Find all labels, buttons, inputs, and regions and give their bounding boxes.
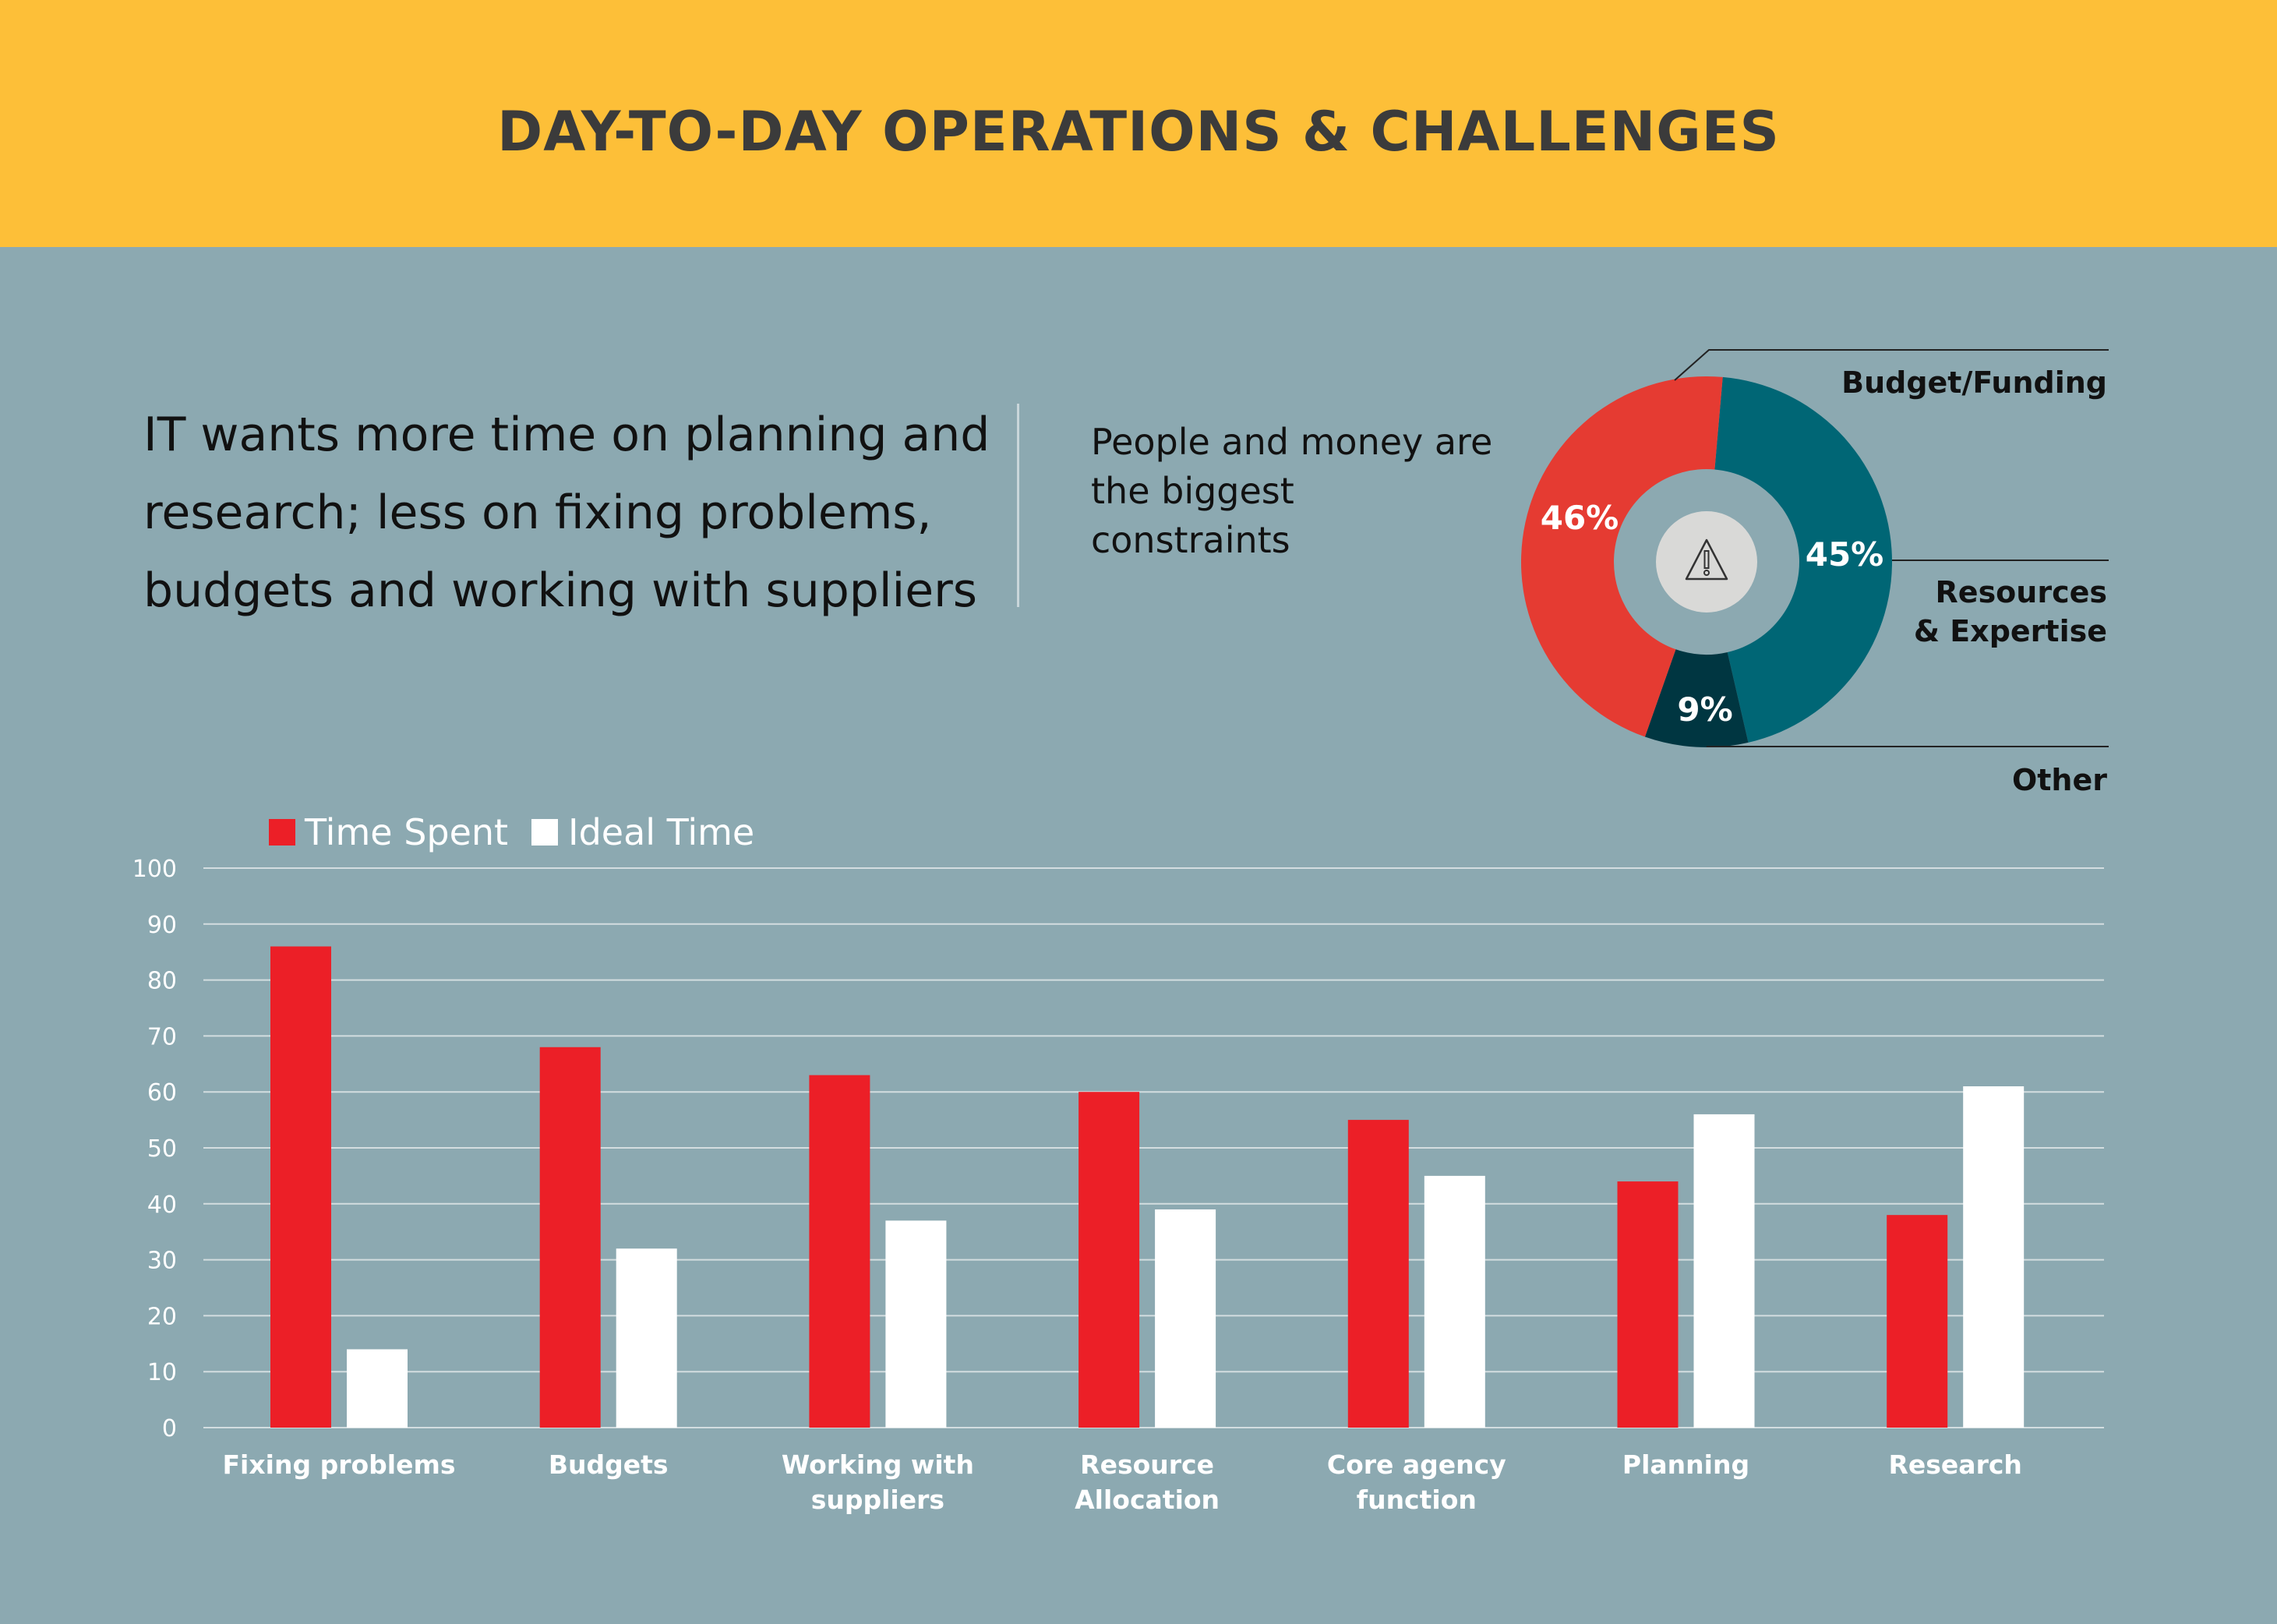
bar-ideal-time <box>1693 1114 1755 1428</box>
bar-time-spent <box>809 1075 870 1428</box>
x-category-label: Core agency <box>1327 1449 1506 1480</box>
bar-ideal-time <box>885 1220 947 1428</box>
y-tick-label: 50 <box>147 1135 177 1163</box>
leader-line-budget <box>1674 349 2109 381</box>
label-other: Other <box>2012 763 2107 797</box>
donut-caption: People and money are the biggest constra… <box>1091 421 1493 561</box>
legend-label-ideal-time: Ideal Time <box>568 811 754 853</box>
bar-chart: 0 10 20 30 40 50 60 70 80 90 100 Fixing problems Bud… <box>132 856 2104 1515</box>
y-tick-label: 10 <box>147 1359 177 1386</box>
page-title: DAY-TO-DAY OPERATIONS & CHALLENGES <box>497 100 1780 164</box>
donut-chart: 45% 9% 46% <box>1520 376 1893 748</box>
legend-swatch-time-spent <box>269 819 295 846</box>
x-category-label: Budgets <box>549 1449 669 1480</box>
label-resources: Resources <box>1936 575 2107 609</box>
donut-label-budget-funding: 46% <box>1541 499 1619 537</box>
x-category-label: suppliers <box>811 1485 944 1515</box>
bar-time-spent <box>1617 1181 1679 1428</box>
bar-time-spent <box>1078 1092 1140 1428</box>
label-budget-funding: Budget/Funding <box>1841 365 2107 400</box>
bar-ideal-time <box>347 1349 408 1428</box>
y-tick-label: 0 <box>162 1415 177 1442</box>
y-tick-label: 70 <box>147 1023 177 1050</box>
x-category-label: Research <box>1888 1449 2021 1480</box>
divider <box>1017 404 1019 607</box>
bar-time-spent <box>1887 1215 1948 1428</box>
donut-label-resources-expertise: 45% <box>1806 535 1884 574</box>
x-category-label: Allocation <box>1075 1485 1220 1515</box>
y-tick-label: 40 <box>147 1192 177 1219</box>
intro-text: IT wants more time on planning and resea… <box>143 408 990 618</box>
label-expertise: & Expertise <box>1914 614 2107 648</box>
y-tick-label: 80 <box>147 968 177 995</box>
legend-swatch-ideal-time <box>531 819 558 846</box>
warning-triangle-icon <box>1685 538 1728 581</box>
legend-label-time-spent: Time Spent <box>304 811 508 853</box>
donut-slice-resources-expertise <box>1714 376 1893 743</box>
bar-ideal-time <box>1155 1209 1216 1428</box>
y-tick-label: 100 <box>132 856 177 883</box>
bar-ideal-time <box>1424 1175 1485 1428</box>
y-tick-label: 60 <box>147 1079 177 1107</box>
donut-slice-budget-funding <box>1520 376 1723 737</box>
bar-time-spent <box>270 946 331 1428</box>
y-tick-label: 20 <box>147 1303 177 1330</box>
donut-slice-other <box>1644 649 1749 748</box>
y-tick-label: 90 <box>147 912 177 939</box>
x-category-label: Working with <box>782 1449 974 1480</box>
bar-time-spent <box>1347 1120 1409 1428</box>
bar-ideal-time <box>1963 1086 2025 1428</box>
bar-ideal-time <box>616 1248 677 1428</box>
y-tick-label: 30 <box>147 1248 177 1275</box>
x-category-label: function <box>1357 1485 1477 1515</box>
x-category-label: Fixing problems <box>223 1449 456 1480</box>
header-banner: DAY-TO-DAY OPERATIONS & CHALLENGES <box>0 0 2277 247</box>
bar-time-spent <box>539 1047 601 1428</box>
x-category-label: Planning <box>1622 1449 1749 1480</box>
donut-label-other: 9% <box>1677 690 1732 729</box>
donut-center <box>1656 511 1757 613</box>
x-category-label: Resource <box>1080 1449 1214 1480</box>
